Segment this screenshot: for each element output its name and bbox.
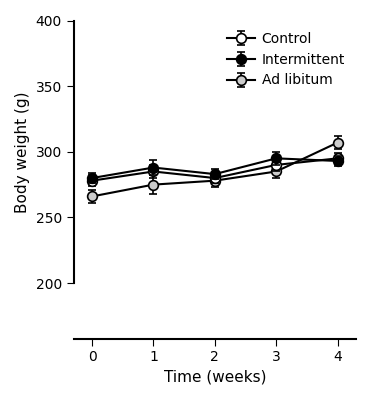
Legend: Control, Intermittent, Ad libitum: Control, Intermittent, Ad libitum xyxy=(223,28,349,92)
Y-axis label: Body weight (g): Body weight (g) xyxy=(15,91,30,212)
X-axis label: Time (weeks): Time (weeks) xyxy=(164,370,266,385)
